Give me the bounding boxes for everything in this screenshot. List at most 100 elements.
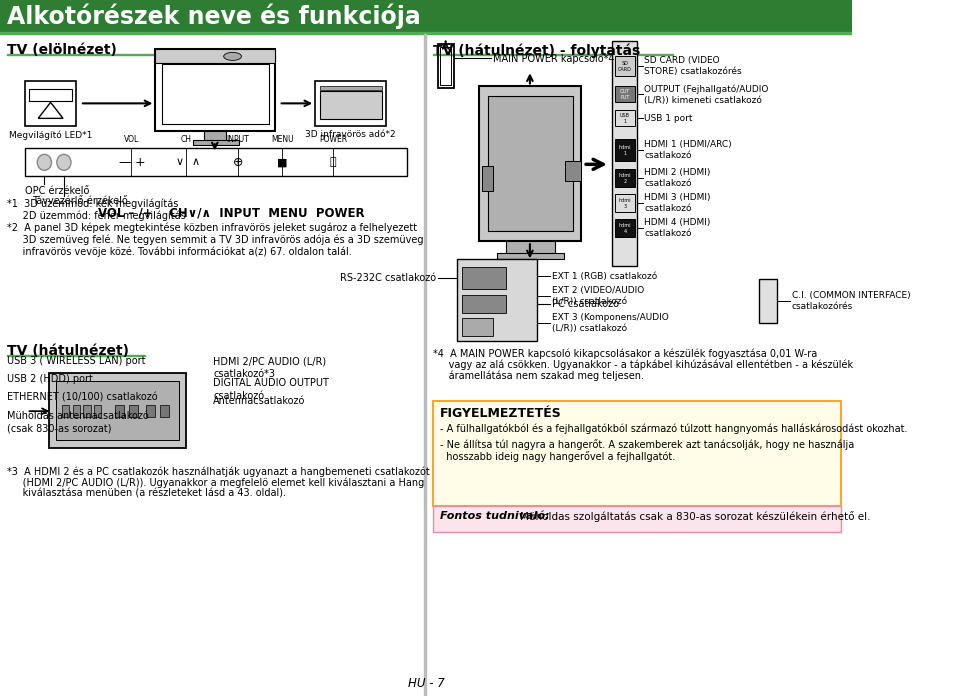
Text: SD
CARD: SD CARD bbox=[618, 61, 632, 72]
Text: HDMI 2 (HDMI)
csatlakozó: HDMI 2 (HDMI) csatlakozó bbox=[644, 168, 710, 189]
Text: DIGITAL AUDIO OUTPUT
csatlakozó: DIGITAL AUDIO OUTPUT csatlakozó bbox=[213, 378, 329, 401]
Bar bbox=[615, 194, 635, 212]
Bar bbox=[161, 65, 269, 125]
Text: ⊕: ⊕ bbox=[232, 156, 243, 169]
Bar bbox=[433, 54, 673, 56]
Bar bbox=[462, 267, 506, 290]
Bar bbox=[489, 96, 572, 231]
Text: *4  A MAIN POWER kapcsoló kikapcsolásakor a készülék fogyasztása 0,01 W-ra: *4 A MAIN POWER kapcsoló kikapcsolásakor… bbox=[433, 348, 817, 358]
Text: VOL – /+    CH∨/∧  INPUT  MENU  POWER: VOL – /+ CH∨/∧ INPUT MENU POWER bbox=[98, 206, 364, 219]
Text: 2D üzemmód: fehér megvilágítás: 2D üzemmód: fehér megvilágítás bbox=[7, 210, 186, 221]
Text: áramellátása nem szakad meg teljesen.: áramellátása nem szakad meg teljesen. bbox=[433, 370, 644, 381]
Bar bbox=[482, 166, 492, 191]
Circle shape bbox=[57, 155, 71, 171]
Text: ∧: ∧ bbox=[191, 157, 200, 167]
Bar bbox=[129, 405, 137, 417]
Text: MAIN POWER kapcsoló*4: MAIN POWER kapcsoló*4 bbox=[492, 53, 614, 63]
Bar bbox=[438, 45, 453, 88]
Text: vagy az alá csökken. Ugyanakkor - a tápkábel kihúzásával ellentétben - a készülé: vagy az alá csökken. Ugyanakkor - a tápk… bbox=[433, 359, 853, 370]
Bar bbox=[94, 405, 101, 417]
Text: 3D szemüveg felé. Ne tegyen semmit a TV 3D infravörös adója és a 3D szemüveg: 3D szemüveg felé. Ne tegyen semmit a TV … bbox=[7, 235, 423, 245]
Bar bbox=[424, 34, 425, 696]
Bar bbox=[615, 139, 635, 161]
Text: SD CARD (VIDEO
STORE) csatlakozórés: SD CARD (VIDEO STORE) csatlakozórés bbox=[644, 56, 742, 77]
Text: HU - 7: HU - 7 bbox=[408, 677, 444, 690]
Bar bbox=[759, 279, 777, 323]
Text: Távvezérlő-érzékelő: Távvezérlő-érzékelő bbox=[32, 196, 128, 206]
Bar bbox=[497, 253, 564, 260]
Text: USB 1 port: USB 1 port bbox=[644, 114, 693, 123]
Bar bbox=[457, 260, 537, 341]
Bar bbox=[193, 141, 239, 145]
Text: CH: CH bbox=[180, 135, 192, 144]
Text: ■: ■ bbox=[277, 157, 287, 167]
Text: POWER: POWER bbox=[319, 135, 347, 144]
Bar bbox=[506, 242, 555, 255]
Bar bbox=[115, 405, 124, 417]
Text: HDMI 2/PC AUDIO (L/R)
csatlakozó*3: HDMI 2/PC AUDIO (L/R) csatlakozó*3 bbox=[213, 356, 326, 379]
Bar bbox=[156, 49, 276, 63]
Text: TV (hátulnézet): TV (hátulnézet) bbox=[7, 345, 129, 358]
Text: HDMI 3 (HDMI)
csatlakozó: HDMI 3 (HDMI) csatlakozó bbox=[644, 193, 711, 214]
Text: (HDMI 2/PC AUDIO (L/R)). Ugyanakkor a megfelelö elemet kell kiválasztani a Hang: (HDMI 2/PC AUDIO (L/R)). Ugyanakkor a me… bbox=[7, 477, 424, 488]
Text: Megvilágító LED*1: Megvilágító LED*1 bbox=[9, 130, 92, 140]
Text: hosszabb ideig nagy hangerővel a fejhallgatót.: hosszabb ideig nagy hangerővel a fejhall… bbox=[441, 451, 676, 462]
Circle shape bbox=[37, 155, 52, 171]
Text: C.I. (COMMON INTERFACE)
csatlakozórés: C.I. (COMMON INTERFACE) csatlakozórés bbox=[792, 291, 910, 311]
FancyBboxPatch shape bbox=[433, 401, 842, 506]
Text: ETHERNET (10/100) csatlakozó: ETHERNET (10/100) csatlakozó bbox=[7, 392, 157, 402]
Text: INPUT: INPUT bbox=[227, 135, 250, 144]
Text: OUT
PUT: OUT PUT bbox=[620, 89, 630, 100]
Bar bbox=[156, 49, 276, 132]
Bar bbox=[147, 405, 156, 417]
Text: Antennacsatlakozó: Antennacsatlakozó bbox=[213, 396, 305, 406]
Text: USB
1: USB 1 bbox=[620, 113, 630, 124]
Text: Müholdas szolgáltatás csak a 830-as sorozat készülékein érhető el.: Müholdas szolgáltatás csak a 830-as soro… bbox=[520, 511, 871, 522]
Text: OUTPUT (Fejhallgató/AUDIO
(L/R)) kimeneti csatlakozó: OUTPUT (Fejhallgató/AUDIO (L/R)) kimenet… bbox=[644, 84, 769, 104]
Text: infravörös vevöje közé. További információkat a(z) 67. oldalon talál.: infravörös vevöje közé. További informác… bbox=[7, 246, 352, 257]
FancyBboxPatch shape bbox=[433, 506, 842, 532]
Bar bbox=[7, 54, 184, 56]
Text: —: — bbox=[118, 156, 131, 169]
Bar bbox=[56, 381, 180, 440]
Bar bbox=[7, 355, 145, 356]
Text: TV (elölnézet): TV (elölnézet) bbox=[7, 43, 117, 57]
Bar bbox=[25, 81, 77, 127]
Text: *2  A panel 3D képek megtekintése közben infravörös jeleket sugároz a felhelyeze: *2 A panel 3D képek megtekintése közben … bbox=[7, 222, 418, 232]
Bar bbox=[462, 295, 506, 313]
Bar bbox=[204, 132, 227, 141]
Bar bbox=[615, 86, 635, 102]
Text: USB 3 ( WIRELESS LAN) port: USB 3 ( WIRELESS LAN) port bbox=[7, 356, 146, 366]
Bar bbox=[615, 56, 635, 77]
Text: EXT 3 (Komponens/AUDIO
(L/R)) csatlakozó: EXT 3 (Komponens/AUDIO (L/R)) csatlakozó bbox=[552, 313, 669, 333]
Bar bbox=[49, 373, 186, 448]
Ellipse shape bbox=[224, 52, 241, 61]
Bar bbox=[30, 89, 72, 102]
Text: Fontos tudnivaló:: Fontos tudnivaló: bbox=[441, 511, 550, 521]
Bar bbox=[612, 41, 637, 267]
Bar bbox=[320, 91, 382, 119]
Text: HDMI 4 (HDMI)
csatlakozó: HDMI 4 (HDMI) csatlakozó bbox=[644, 219, 710, 238]
Bar bbox=[441, 47, 451, 86]
Text: Alkotórészek neve és funkciója: Alkotórészek neve és funkciója bbox=[7, 3, 420, 29]
Bar bbox=[0, 32, 852, 34]
Text: Müholdas antennacsatlakozó
(csak 830-as sorozat): Müholdas antennacsatlakozó (csak 830-as … bbox=[7, 411, 149, 434]
Bar bbox=[462, 318, 492, 336]
Text: MENU: MENU bbox=[271, 135, 294, 144]
Text: FIGYELMEZTETÉS: FIGYELMEZTETÉS bbox=[441, 407, 562, 420]
Text: TV (hátulnézet) - folytatás: TV (hátulnézet) - folytatás bbox=[433, 43, 640, 58]
Text: EXT 2 (VIDEO/AUDIO
(L/R)) csatlakozó: EXT 2 (VIDEO/AUDIO (L/R)) csatlakozó bbox=[552, 286, 644, 306]
Text: RS-232C csatlakozó: RS-232C csatlakozó bbox=[340, 274, 436, 283]
Bar bbox=[615, 169, 635, 187]
Text: ⏻: ⏻ bbox=[329, 157, 336, 167]
Text: VOL: VOL bbox=[124, 135, 139, 144]
Text: kiválasztása menüben (a részleteket lásd a 43. oldal).: kiválasztása menüben (a részleteket lásd… bbox=[7, 488, 286, 498]
Bar bbox=[565, 161, 582, 182]
Bar bbox=[159, 405, 169, 417]
Text: PC csatlakozó: PC csatlakozó bbox=[552, 299, 619, 309]
Bar bbox=[615, 111, 635, 127]
Polygon shape bbox=[38, 102, 63, 118]
Text: hdmi
4: hdmi 4 bbox=[618, 223, 631, 234]
Text: *1  3D üzemmód: kék megvilágítás: *1 3D üzemmód: kék megvilágítás bbox=[7, 198, 179, 209]
Text: hdmi
3: hdmi 3 bbox=[618, 198, 631, 209]
